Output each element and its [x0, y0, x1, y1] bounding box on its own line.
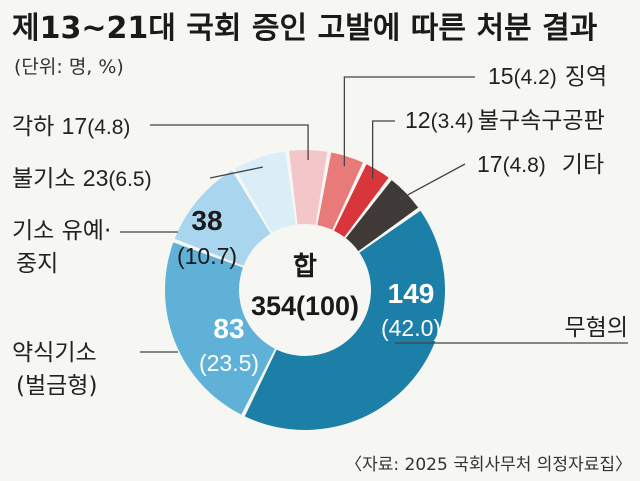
- slice-3: [244, 210, 445, 430]
- slice-percent-3: (42.0): [381, 315, 441, 341]
- slice-label-4: 약식기소: [12, 340, 97, 366]
- slice-label-5: 기소 유예·: [12, 218, 111, 244]
- center-label: 합: [293, 252, 317, 282]
- leader-lines: [120, 76, 628, 353]
- slice-value-5: 38: [191, 205, 222, 236]
- pie-slices: [164, 149, 445, 430]
- slice-label-4-sub: (벌금형): [16, 373, 97, 399]
- slice-label-3: 무혐의: [565, 315, 628, 341]
- leader-line-6: [209, 166, 263, 179]
- chart-title: 제13~21대 국회 증인 고발에 따른 처분 결과: [12, 11, 598, 46]
- slice-1: [333, 164, 389, 238]
- source-note: 〈자료: 2025 국회사무처 의정자료집〉: [345, 455, 632, 475]
- slice-label-7: 각하 17(4.8): [12, 113, 130, 140]
- leader-line-2: [398, 163, 466, 201]
- slice-value-4: 83: [213, 313, 244, 344]
- slice-percent-4: (23.5): [199, 350, 259, 376]
- leader-line-7: [150, 124, 309, 161]
- slice-percent-5: (10.7): [177, 243, 237, 269]
- slice-label-6: 불기소 23(6.5): [12, 165, 152, 192]
- slice-label-5-sub: 중지: [16, 251, 58, 277]
- leader-line-0: [343, 76, 475, 167]
- slice-4: [164, 242, 275, 415]
- slice-5: [174, 170, 271, 266]
- slice-2: [345, 180, 419, 252]
- slice-value-3: 149: [388, 278, 435, 309]
- center-value: 354(100): [251, 291, 359, 321]
- slice-label-0: 15(4.2) 징역: [488, 63, 607, 90]
- unit-note: (단위: 명, %): [14, 56, 124, 78]
- slice-0: [317, 152, 363, 230]
- slice-label-2: 17(4.8) 기타: [477, 151, 604, 178]
- slice-6: [235, 151, 296, 233]
- leader-line-1: [371, 120, 395, 179]
- slice-label-1: 12(3.4) 불구속구공판: [405, 107, 605, 134]
- slice-7: [289, 149, 328, 225]
